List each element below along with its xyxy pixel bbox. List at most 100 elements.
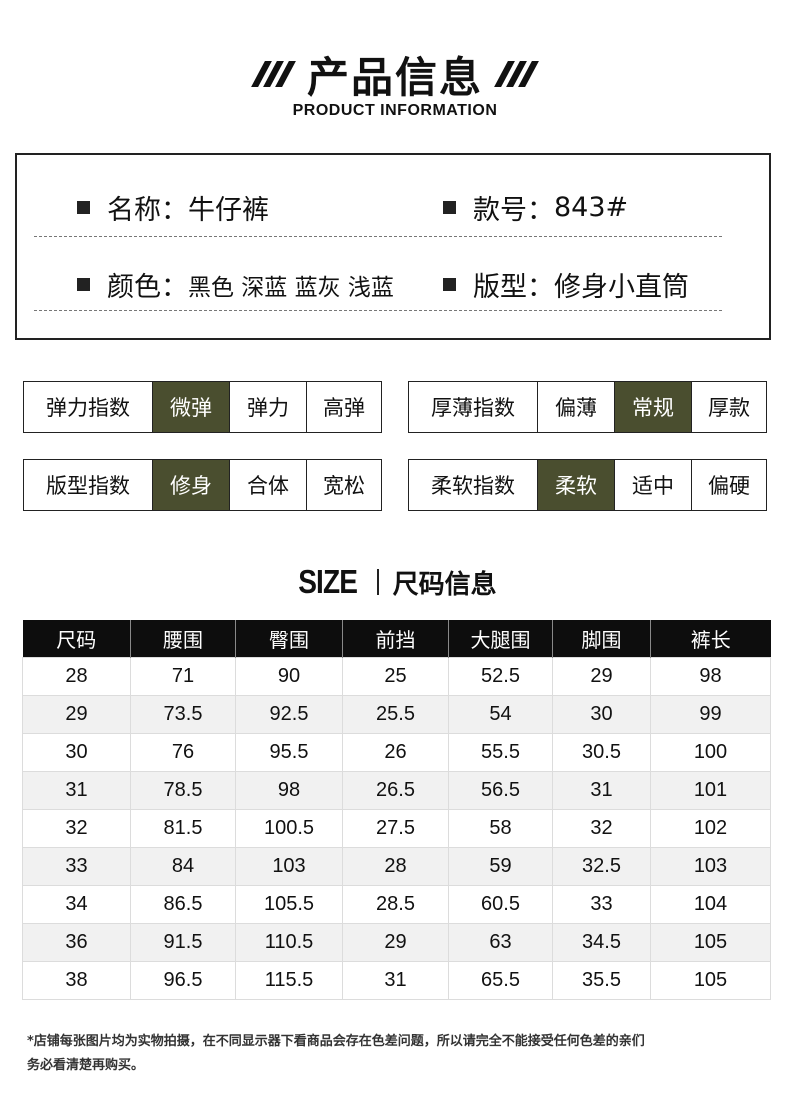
dashed-divider xyxy=(34,236,722,237)
table-cell: 103 xyxy=(235,847,343,886)
index-option: 厚款 xyxy=(691,382,766,432)
size-section-header: SIZE 尺码信息 xyxy=(0,560,790,604)
index-option: 偏硬 xyxy=(691,460,766,510)
info-color: 颜色： 黑色 深蓝 蓝灰 浅蓝 xyxy=(77,265,394,304)
table-cell: 33 xyxy=(552,885,651,924)
square-bullet-icon xyxy=(443,278,456,291)
table-row: 36 91.5 110.5 29 63 34.5 105 xyxy=(22,923,771,962)
table-cell: 99 xyxy=(650,695,771,734)
table-cell: 30.5 xyxy=(552,733,651,772)
index-option: 微弹 xyxy=(152,382,229,432)
table-cell: 29 xyxy=(342,923,449,962)
table-cell: 81.5 xyxy=(130,809,236,848)
square-bullet-icon xyxy=(77,278,90,291)
index-option: 合体 xyxy=(229,460,306,510)
index-label: 柔软指数 xyxy=(431,474,515,498)
size-table: 尺码 腰围 臀围 前挡 大腿围 脚围 裤长 28 71 90 25 52.5 29 98 29… xyxy=(22,620,771,1000)
info-fit-value: 修身小直筒 xyxy=(554,272,689,303)
title-divider xyxy=(376,569,379,595)
index-option: 常规 xyxy=(614,382,691,432)
index-option: 修身 xyxy=(152,460,229,510)
dashed-divider xyxy=(34,310,722,311)
table-row: 33 84 103 28 59 32.5 103 xyxy=(22,847,771,886)
table-cell: 92.5 xyxy=(235,695,343,734)
index-option: 适中 xyxy=(614,460,691,510)
index-option: 宽松 xyxy=(306,460,381,510)
table-cell: 32 xyxy=(552,809,651,848)
info-fit-label: 版型： xyxy=(473,272,554,303)
table-cell: 84 xyxy=(130,847,236,886)
index-option: 偏薄 xyxy=(537,382,614,432)
column-header: 前挡 xyxy=(342,620,449,658)
index-label: 厚薄指数 xyxy=(431,396,515,420)
table-row: 38 96.5 115.5 31 65.5 35.5 105 xyxy=(22,961,771,1000)
table-cell: 91.5 xyxy=(130,923,236,962)
table-cell: 59 xyxy=(448,847,553,886)
size-title-cn: 尺码信息 xyxy=(392,569,497,600)
table-cell: 35.5 xyxy=(552,961,651,1000)
table-cell: 98 xyxy=(650,657,771,696)
disclaimer-note: *店铺每张图片均为实物拍摄，在不同显示器下看商品会存在色差问题，所以请完全不能接… xyxy=(27,1030,767,1078)
table-cell: 26.5 xyxy=(342,771,449,810)
info-style-no-label: 款号： xyxy=(473,195,554,226)
index-softness: 柔软指数 柔软 适中 偏硬 xyxy=(408,459,767,511)
slash-decoration-left xyxy=(251,61,296,87)
index-option: 弹力 xyxy=(229,382,306,432)
column-header: 裤长 xyxy=(650,620,771,658)
table-cell: 103 xyxy=(650,847,771,886)
info-color-label: 颜色： xyxy=(107,272,188,303)
table-cell: 115.5 xyxy=(235,961,343,1000)
table-cell: 58 xyxy=(448,809,553,848)
info-fit: 版型： 修身小直筒 xyxy=(443,265,689,304)
table-cell: 54 xyxy=(448,695,553,734)
table-cell: 25.5 xyxy=(342,695,449,734)
column-header: 大腿围 xyxy=(448,620,553,658)
disclaimer-line: 务必看清楚再购买。 xyxy=(27,1058,145,1073)
table-header-row: 尺码 腰围 臀围 前挡 大腿围 脚围 裤长 xyxy=(22,620,771,658)
table-cell: 55.5 xyxy=(448,733,553,772)
square-bullet-icon xyxy=(443,201,456,214)
index-option: 高弹 xyxy=(306,382,381,432)
table-cell: 102 xyxy=(650,809,771,848)
table-cell: 32.5 xyxy=(552,847,651,886)
table-cell: 105 xyxy=(650,923,771,962)
table-row: 30 76 95.5 26 55.5 30.5 100 xyxy=(22,733,771,772)
index-label: 弹力指数 xyxy=(46,396,130,420)
table-cell: 34 xyxy=(22,885,131,924)
table-cell: 33 xyxy=(22,847,131,886)
info-name: 名称： 牛仔裤 xyxy=(77,188,269,227)
table-cell: 28 xyxy=(22,657,131,696)
table-cell: 100.5 xyxy=(235,809,343,848)
table-cell: 65.5 xyxy=(448,961,553,1000)
index-fit: 版型指数 修身 合体 宽松 xyxy=(23,459,382,511)
table-cell: 73.5 xyxy=(130,695,236,734)
info-color-value: 黑色 深蓝 蓝灰 浅蓝 xyxy=(188,274,394,301)
column-header: 臀围 xyxy=(235,620,343,658)
index-elasticity: 弹力指数 微弹 弹力 高弹 xyxy=(23,381,382,433)
section-header: 产品信息 xyxy=(0,44,790,104)
table-cell: 34.5 xyxy=(552,923,651,962)
table-cell: 100 xyxy=(650,733,771,772)
slash-decoration-right xyxy=(494,61,539,87)
size-table-body: 28 71 90 25 52.5 29 98 29 73.5 92.5 25.5 54 30 99 30 76… xyxy=(22,657,771,1000)
table-cell: 28 xyxy=(342,847,449,886)
table-cell: 105 xyxy=(650,961,771,1000)
info-name-label: 名称： xyxy=(107,195,188,226)
table-cell: 32 xyxy=(22,809,131,848)
table-cell: 52.5 xyxy=(448,657,553,696)
info-style-no: 款号： 843# xyxy=(443,188,628,227)
table-cell: 98 xyxy=(235,771,343,810)
table-row: 31 78.5 98 26.5 56.5 31 101 xyxy=(22,771,771,810)
column-header: 腰围 xyxy=(130,620,236,658)
table-cell: 86.5 xyxy=(130,885,236,924)
table-cell: 71 xyxy=(130,657,236,696)
disclaimer-line: *店铺每张图片均为实物拍摄，在不同显示器下看商品会存在色差问题，所以请完全不能接… xyxy=(27,1034,645,1049)
table-row: 28 71 90 25 52.5 29 98 xyxy=(22,657,771,696)
product-info-box xyxy=(15,153,771,340)
table-cell: 31 xyxy=(22,771,131,810)
table-cell: 76 xyxy=(130,733,236,772)
table-cell: 28.5 xyxy=(342,885,449,924)
index-label: 版型指数 xyxy=(46,474,130,498)
table-cell: 29 xyxy=(552,657,651,696)
table-cell: 96.5 xyxy=(130,961,236,1000)
